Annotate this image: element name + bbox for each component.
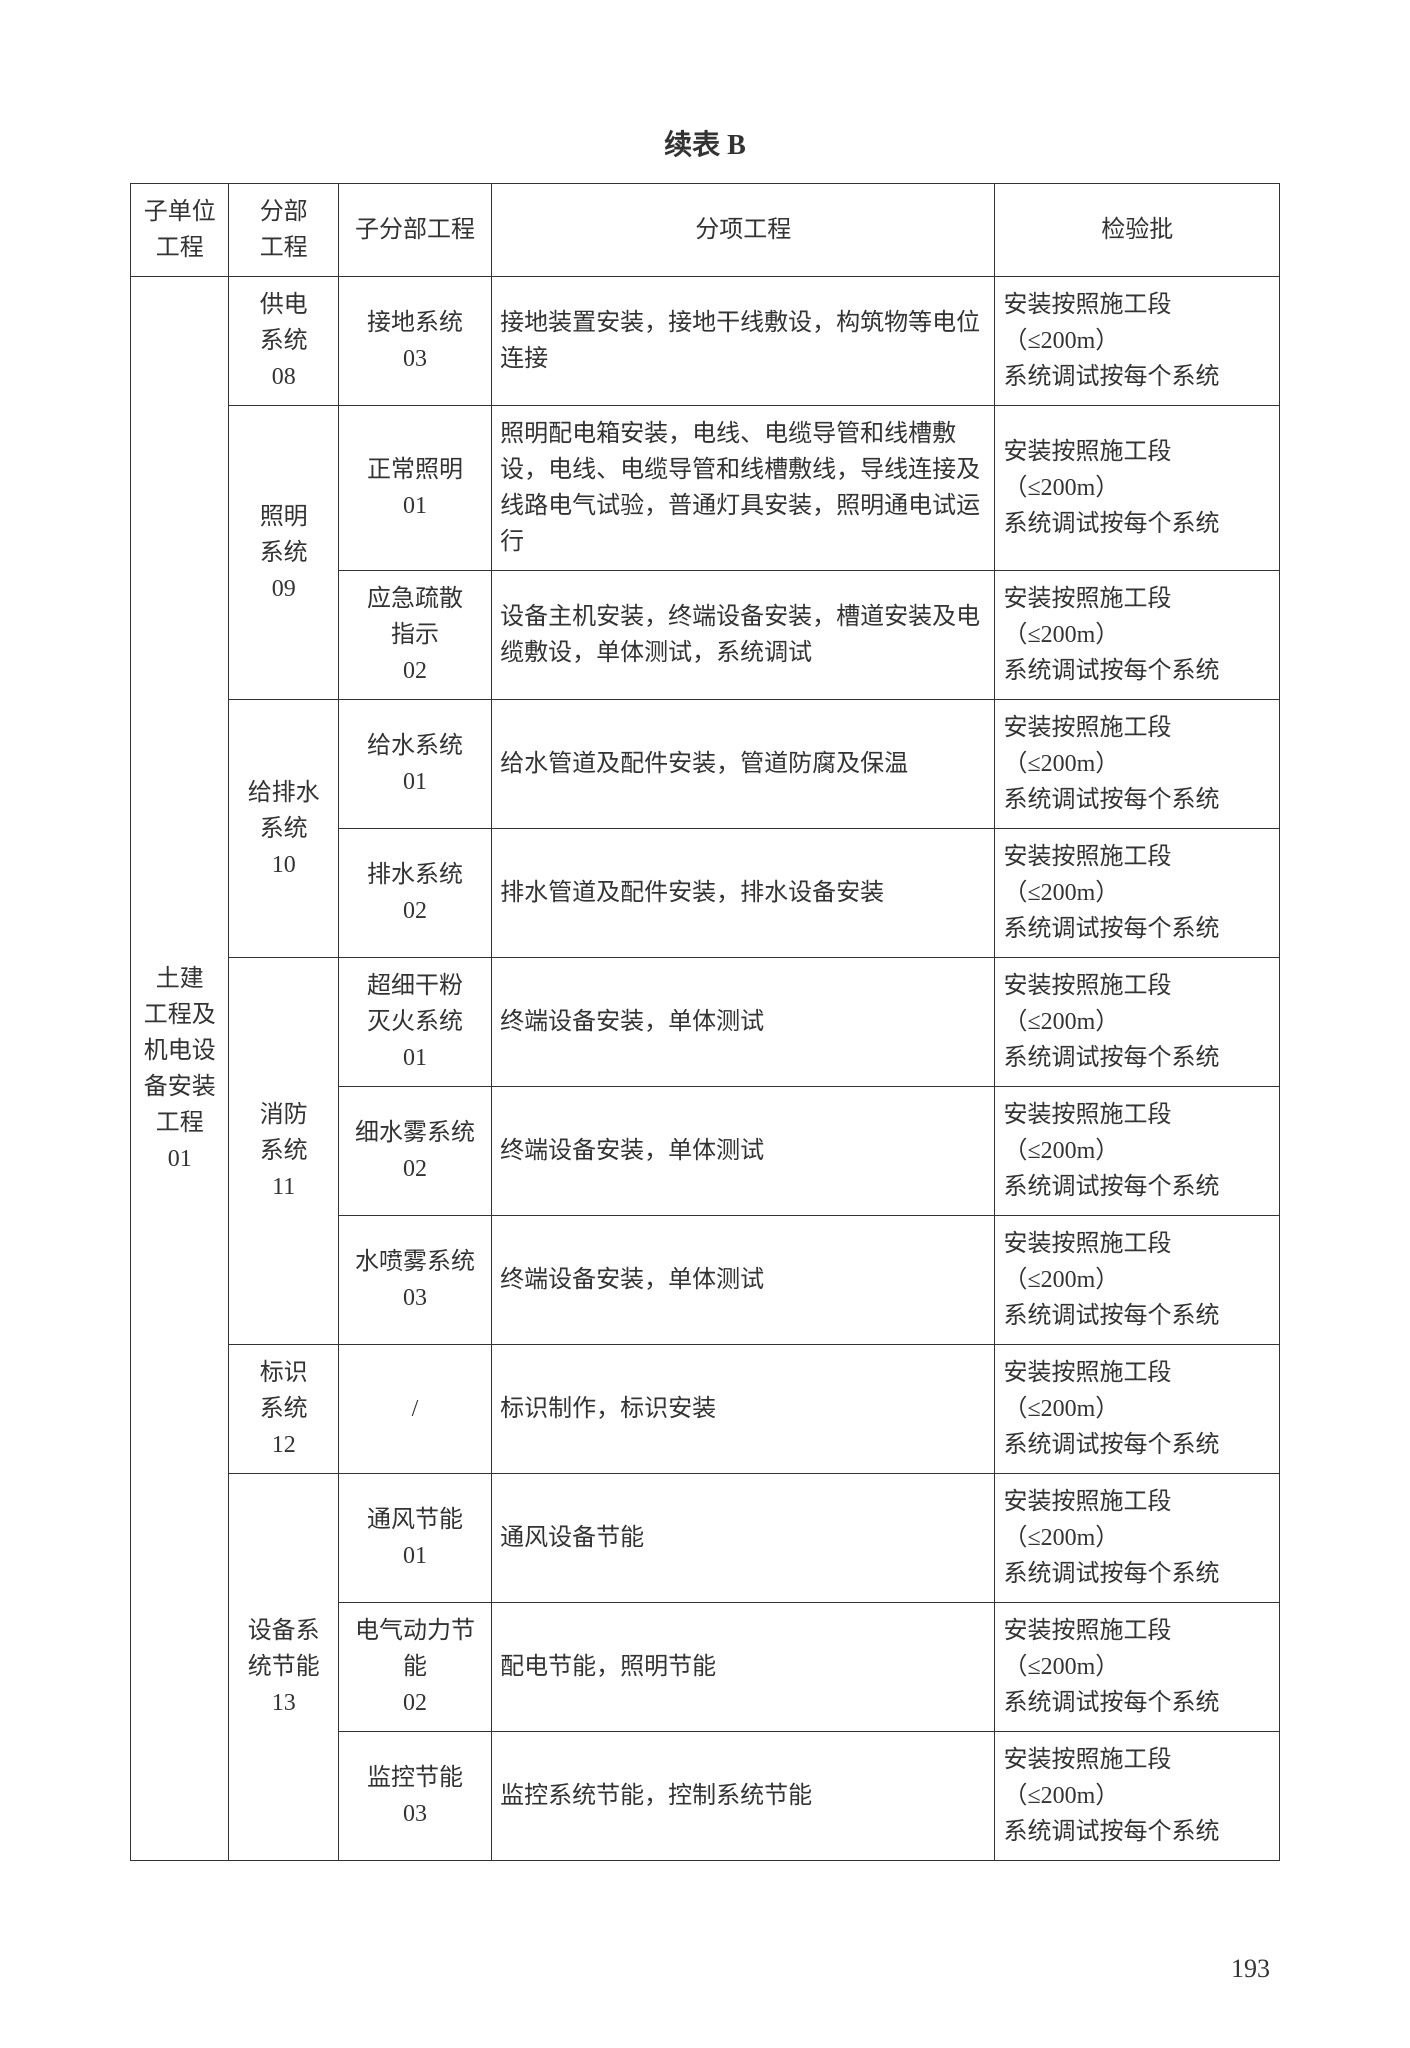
table-row: 标识系统12 / 标识制作，标识安装 安装按照施工段（≤200m）系统调试按每个… — [131, 1345, 1280, 1474]
cell-col4: 排水管道及配件安装，排水设备安装 — [492, 829, 995, 958]
cell-col4: 给水管道及配件安装，管道防腐及保温 — [492, 700, 995, 829]
cell-col4: 终端设备安装，单体测试 — [492, 1216, 995, 1345]
table-body: 土建工程及机电设备安装工程01 供电系统08 接地系统03 接地装置安装，接地干… — [131, 277, 1280, 1861]
main-table: 子单位工程 分部工程 子分部工程 分项工程 检验批 土建工程及机电设备安装工程0… — [130, 183, 1280, 1861]
cell-col3: 给水系统01 — [338, 700, 491, 829]
table-row: 照明系统09 正常照明01 照明配电箱安装，电线、电缆导管和线槽敷设，电线、电缆… — [131, 406, 1280, 571]
cell-col3: 通风节能01 — [338, 1474, 491, 1603]
cell-col3: 正常照明01 — [338, 406, 491, 571]
cell-col3: 排水系统02 — [338, 829, 491, 958]
cell-col5: 安装按照施工段（≤200m）系统调试按每个系统 — [995, 571, 1280, 700]
cell-col3: 超细干粉灭火系统01 — [338, 958, 491, 1087]
cell-col4: 终端设备安装，单体测试 — [492, 1087, 995, 1216]
table-row: 消防系统11 超细干粉灭火系统01 终端设备安装，单体测试 安装按照施工段（≤2… — [131, 958, 1280, 1087]
cell-col2: 供电系统08 — [229, 277, 338, 406]
table-header-row: 子单位工程 分部工程 子分部工程 分项工程 检验批 — [131, 184, 1280, 277]
cell-col5: 安装按照施工段（≤200m）系统调试按每个系统 — [995, 277, 1280, 406]
cell-col5: 安装按照施工段（≤200m）系统调试按每个系统 — [995, 829, 1280, 958]
cell-col2: 标识系统12 — [229, 1345, 338, 1474]
cell-col5: 安装按照施工段（≤200m）系统调试按每个系统 — [995, 1087, 1280, 1216]
cell-col5: 安装按照施工段（≤200m）系统调试按每个系统 — [995, 1732, 1280, 1861]
col-header-5: 检验批 — [995, 184, 1280, 277]
cell-col5: 安装按照施工段（≤200m）系统调试按每个系统 — [995, 1603, 1280, 1732]
cell-col2: 给排水系统10 — [229, 700, 338, 958]
cell-col5: 安装按照施工段（≤200m）系统调试按每个系统 — [995, 1474, 1280, 1603]
col-header-4: 分项工程 — [492, 184, 995, 277]
table-row: 给排水系统10 给水系统01 给水管道及配件安装，管道防腐及保温 安装按照施工段… — [131, 700, 1280, 829]
cell-col3: 应急疏散指示02 — [338, 571, 491, 700]
cell-col5: 安装按照施工段（≤200m）系统调试按每个系统 — [995, 406, 1280, 571]
table-row: 设备系统节能13 通风节能01 通风设备节能 安装按照施工段（≤200m）系统调… — [131, 1474, 1280, 1603]
cell-col2: 设备系统节能13 — [229, 1474, 338, 1861]
cell-col1: 土建工程及机电设备安装工程01 — [131, 277, 229, 1861]
col-header-2: 分部工程 — [229, 184, 338, 277]
cell-col5: 安装按照施工段（≤200m）系统调试按每个系统 — [995, 958, 1280, 1087]
cell-col5: 安装按照施工段（≤200m）系统调试按每个系统 — [995, 1345, 1280, 1474]
cell-col3: 接地系统03 — [338, 277, 491, 406]
cell-col5: 安装按照施工段（≤200m）系统调试按每个系统 — [995, 1216, 1280, 1345]
col-header-3: 子分部工程 — [338, 184, 491, 277]
cell-col3: 细水雾系统02 — [338, 1087, 491, 1216]
cell-col4: 通风设备节能 — [492, 1474, 995, 1603]
cell-col4: 照明配电箱安装，电线、电缆导管和线槽敷设，电线、电缆导管和线槽敷线，导线连接及线… — [492, 406, 995, 571]
cell-col4: 标识制作，标识安装 — [492, 1345, 995, 1474]
cell-col3: 监控节能03 — [338, 1732, 491, 1861]
cell-col4: 配电节能，照明节能 — [492, 1603, 995, 1732]
cell-col3: / — [338, 1345, 491, 1474]
cell-col3: 电气动力节能02 — [338, 1603, 491, 1732]
cell-col2: 照明系统09 — [229, 406, 338, 700]
col-header-1: 子单位工程 — [131, 184, 229, 277]
cell-col5: 安装按照施工段（≤200m）系统调试按每个系统 — [995, 700, 1280, 829]
cell-col4: 接地装置安装，接地干线敷设，构筑物等电位连接 — [492, 277, 995, 406]
table-row: 土建工程及机电设备安装工程01 供电系统08 接地系统03 接地装置安装，接地干… — [131, 277, 1280, 406]
document-page: 续表 B 子单位工程 分部工程 子分部工程 分项工程 检验批 土建工程及机电设备… — [0, 0, 1410, 2048]
cell-col4: 设备主机安装，终端设备安装，槽道安装及电缆敷设，单体测试，系统调试 — [492, 571, 995, 700]
cell-col3: 水喷雾系统03 — [338, 1216, 491, 1345]
cell-col4: 终端设备安装，单体测试 — [492, 958, 995, 1087]
page-number: 193 — [1231, 1949, 1270, 1988]
cell-col2: 消防系统11 — [229, 958, 338, 1345]
cell-col4: 监控系统节能，控制系统节能 — [492, 1732, 995, 1861]
page-title: 续表 B — [130, 125, 1280, 167]
